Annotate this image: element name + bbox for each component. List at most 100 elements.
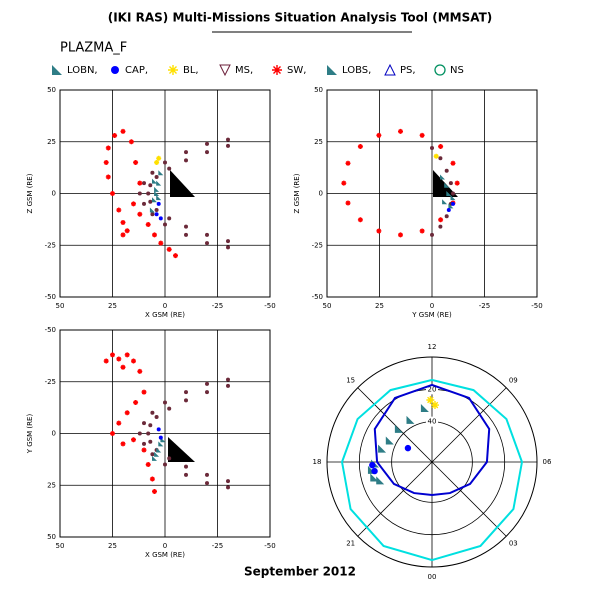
legend-label: PS,: [400, 65, 416, 76]
data-point: [158, 240, 164, 246]
data-point: [444, 168, 449, 173]
x-axis-label: X GSM (RE): [145, 551, 185, 559]
data-point: [226, 143, 230, 148]
data-point: [341, 180, 347, 186]
legend-label: CAP,: [125, 65, 148, 76]
data-point: [394, 424, 403, 433]
data-point: [166, 246, 172, 252]
data-point: [156, 201, 161, 206]
data-point: [438, 224, 443, 229]
x-tick-label: 0: [163, 302, 167, 310]
theta-tick-label: 00: [428, 573, 437, 581]
data-point: [438, 156, 443, 161]
data-point: [152, 197, 157, 203]
data-point: [205, 232, 209, 237]
data-point: [103, 159, 109, 165]
data-point: [184, 150, 188, 155]
polar-line: [373, 383, 491, 496]
data-point: [167, 166, 172, 171]
data-point: [433, 153, 439, 159]
data-point: [438, 217, 444, 223]
y-tick-label: -50: [45, 326, 56, 334]
data-point: [148, 183, 153, 188]
x-tick-label: 0: [163, 542, 167, 550]
data-point: [105, 174, 111, 180]
data-point: [131, 201, 136, 207]
data-point: [173, 253, 178, 259]
data-point: [167, 456, 172, 461]
data-point: [154, 414, 159, 419]
data-point: [205, 481, 209, 486]
footer: September 2012: [244, 565, 356, 579]
theta-tick-label: 15: [346, 377, 355, 385]
y-tick-label: 25: [47, 138, 56, 146]
data-point: [398, 232, 403, 238]
data-point: [226, 245, 230, 250]
legend-label: BL,: [183, 65, 199, 76]
data-point: [141, 389, 147, 395]
y-tick-label: -25: [312, 241, 323, 249]
data-point: [146, 431, 151, 436]
data-point: [357, 144, 363, 150]
legend-icon: [434, 64, 446, 76]
y-tick-label: -25: [45, 378, 56, 386]
data-point: [154, 208, 159, 213]
data-point: [148, 199, 153, 204]
data-point: [103, 358, 109, 364]
data-point: [128, 139, 134, 145]
data-point: [154, 186, 160, 192]
y-tick-label: 50: [47, 533, 56, 541]
data-point: [133, 159, 139, 165]
data-point: [448, 181, 453, 186]
data-point: [146, 191, 151, 196]
data-point: [226, 377, 230, 382]
data-point: [184, 158, 188, 163]
data-point: [137, 368, 143, 374]
data-point: [442, 199, 448, 205]
data-point: [376, 476, 385, 485]
data-point: [184, 472, 188, 477]
legend-label: SW,: [287, 65, 306, 76]
data-point: [440, 174, 445, 180]
data-point: [404, 444, 412, 452]
data-point: [385, 436, 394, 445]
data-point: [154, 191, 160, 196]
data-point: [430, 145, 434, 150]
data-point: [142, 441, 146, 446]
y-tick-label: 0: [319, 190, 323, 198]
data-point: [131, 437, 136, 443]
data-point: [152, 232, 157, 238]
data-point: [450, 160, 456, 166]
data-point: [142, 181, 146, 186]
data-point: [426, 395, 435, 404]
data-point: [376, 132, 382, 138]
data-point: [154, 159, 160, 165]
legend-icon: [168, 65, 178, 75]
data-point: [419, 228, 425, 234]
x-tick-label: -50: [264, 542, 275, 550]
x-axis-label: Y GSM (RE): [411, 311, 452, 319]
x-tick-label: 50: [56, 302, 65, 310]
data-point: [120, 232, 126, 238]
data-point: [152, 178, 157, 184]
data-point: [120, 219, 126, 225]
data-point: [156, 155, 162, 161]
polar-spoke: [431, 461, 507, 537]
data-point: [149, 476, 155, 482]
data-point: [116, 207, 122, 213]
data-point: [446, 208, 451, 213]
data-point: [124, 352, 130, 358]
legend-label: LOBN,: [67, 65, 98, 76]
data-point: [163, 160, 167, 165]
x-tick-label: -25: [212, 542, 223, 550]
data-point: [110, 352, 115, 358]
polar-spoke: [431, 387, 507, 463]
data-point: [205, 390, 209, 395]
data-point: [137, 211, 143, 217]
data-point: [145, 222, 151, 228]
data-point: [398, 128, 403, 134]
legend-icon: [219, 64, 231, 77]
data-point: [149, 207, 155, 213]
data-point: [124, 410, 130, 416]
data-point: [419, 132, 425, 138]
